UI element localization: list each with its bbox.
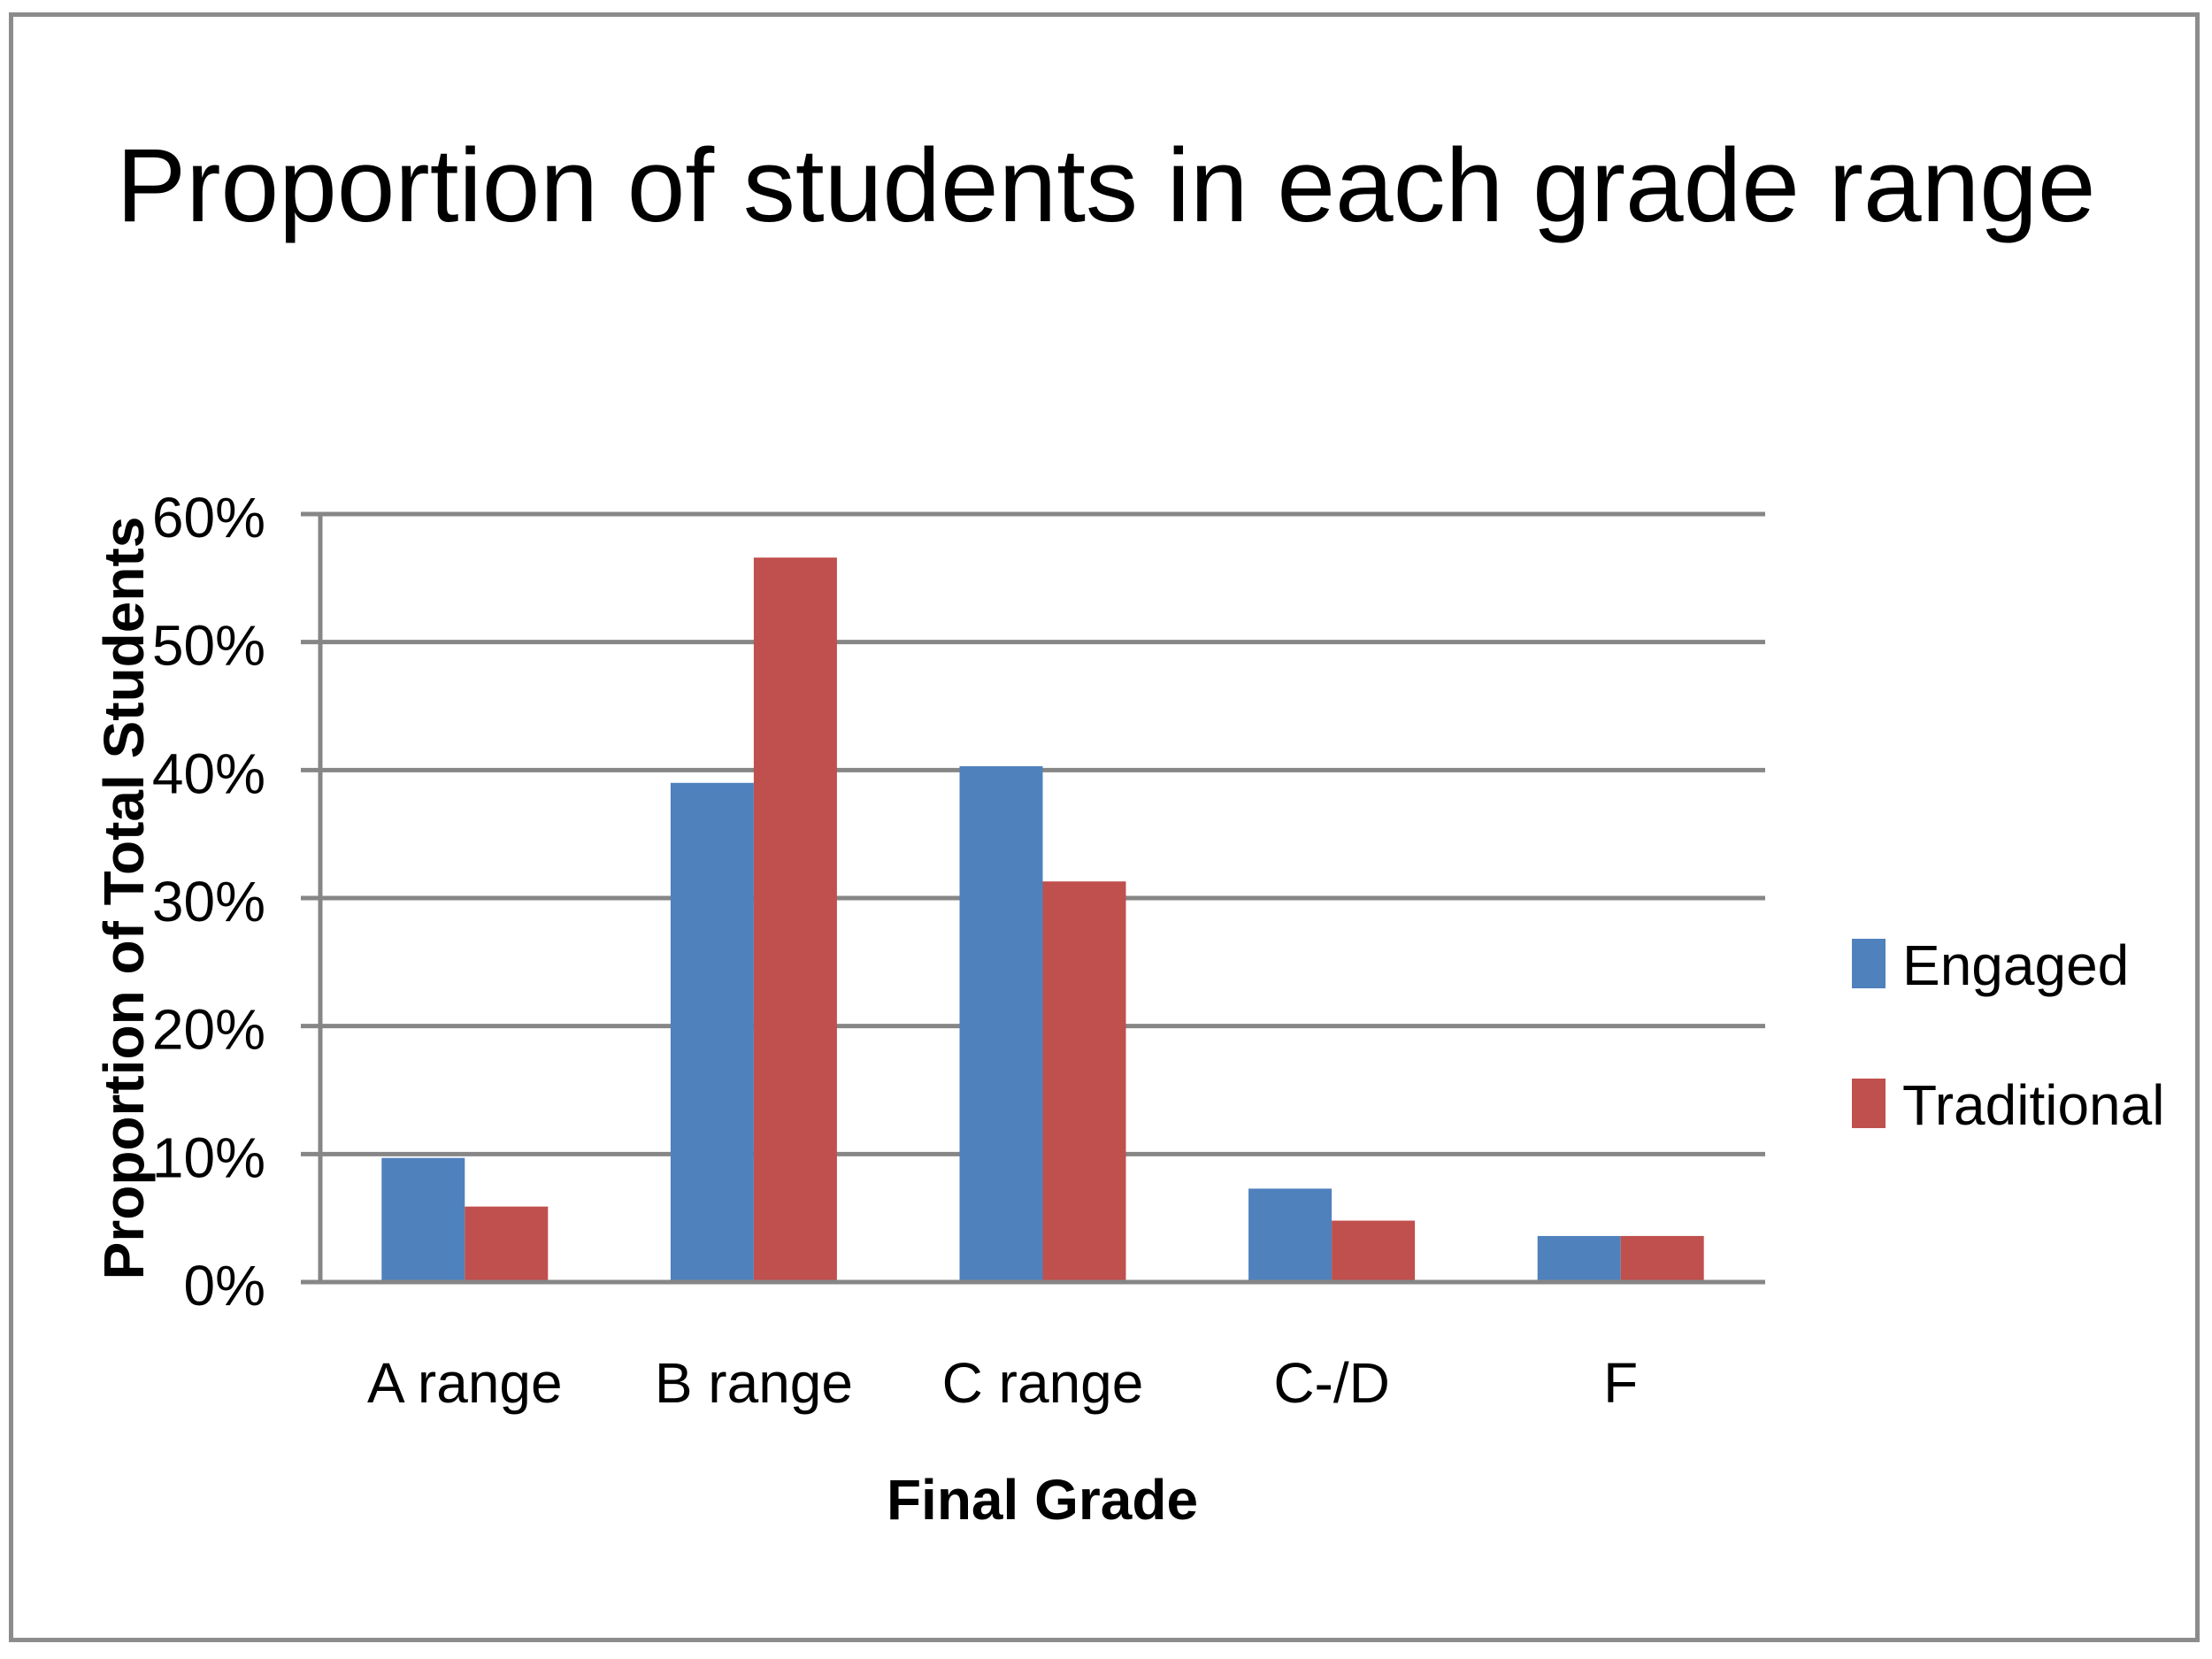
bar-traditional-5 [1620, 1235, 1704, 1282]
legend-swatch-traditional [1852, 1079, 1886, 1128]
legend-label-engaged: Engaged [1902, 933, 2129, 997]
y-tick-label: 0% [184, 1254, 266, 1317]
y-tick-label: 60% [152, 486, 265, 549]
y-tick-label: 20% [152, 998, 265, 1062]
bar-engaged-2 [670, 782, 754, 1282]
bar-engaged-4 [1248, 1188, 1333, 1282]
bar-traditional-4 [1332, 1220, 1416, 1282]
bar-traditional-2 [753, 557, 837, 1282]
y-tick-label: 30% [152, 870, 265, 933]
x-axis-title: Final Grade [887, 1468, 1198, 1532]
legend-label-traditional: Traditional [1902, 1073, 2164, 1137]
y-tick-label: 40% [152, 741, 265, 805]
bar-traditional-1 [465, 1206, 549, 1282]
bar-engaged-3 [959, 765, 1043, 1282]
y-tick-label: 10% [152, 1125, 265, 1189]
x-tick-label: B range [655, 1351, 853, 1415]
x-tick-label: F [1603, 1351, 1638, 1415]
bar-engaged-1 [381, 1157, 465, 1282]
chart-title: Proportion of students in each grade ran… [116, 127, 2096, 244]
bar-engaged-5 [1537, 1235, 1621, 1282]
y-axis-title: Proportion of Total Students [92, 517, 156, 1280]
x-tick-label: C-/D [1273, 1351, 1390, 1415]
x-tick-label: C range [942, 1351, 1144, 1415]
legend-swatch-engaged [1852, 939, 1886, 988]
bar-traditional-3 [1042, 881, 1126, 1282]
x-tick-label: A range [367, 1351, 563, 1415]
chart-frame [9, 12, 2200, 1642]
y-tick-label: 50% [152, 614, 265, 678]
